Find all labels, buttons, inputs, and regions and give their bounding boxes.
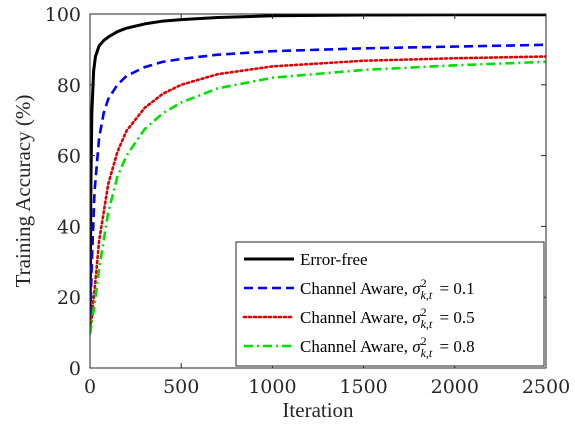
axes-frame (89, 13, 547, 369)
x-axis-label: Iteration (282, 398, 354, 422)
legend-entry-3: Channel Aware, σ2 k,t = 0.5 (300, 305, 475, 331)
legend-entry-4: Channel Aware, σ2 k,t = 0.8 (300, 334, 475, 360)
plot-layer (90, 14, 546, 335)
y-tick-label: 80 (57, 75, 81, 97)
series-line-1 (90, 14, 546, 333)
y-tick-label: 40 (57, 216, 81, 238)
y-tick-label: 0 (69, 358, 81, 380)
x-tick-label: 0 (84, 376, 96, 398)
y-tick-label: 100 (45, 4, 81, 26)
y-tick-label: 60 (57, 146, 81, 168)
series-line-4 (90, 60, 546, 335)
series-line-2 (90, 43, 546, 330)
y-tick-label: 20 (57, 287, 81, 309)
legend-entry-2: Channel Aware, σ2 k,t = 0.1 (300, 276, 475, 302)
x-tick-label: 2000 (431, 376, 479, 398)
legend: Error-free Channel Aware, σ2 k,t = 0.1 Chan… (235, 241, 545, 367)
x-tick-label: 500 (163, 376, 199, 398)
x-tick-label: 1500 (339, 376, 387, 398)
ticks-layer: 0 500 1000 1500 2000 2500 0 20 40 60 80 100 (45, 4, 570, 398)
legend-entry-1: Error-free (300, 250, 368, 269)
series-line-3 (90, 55, 546, 334)
x-tick-label: 1000 (248, 376, 296, 398)
y-axis-label: Training Accuracy (%) (11, 95, 35, 288)
x-tick-label: 2500 (522, 376, 570, 398)
